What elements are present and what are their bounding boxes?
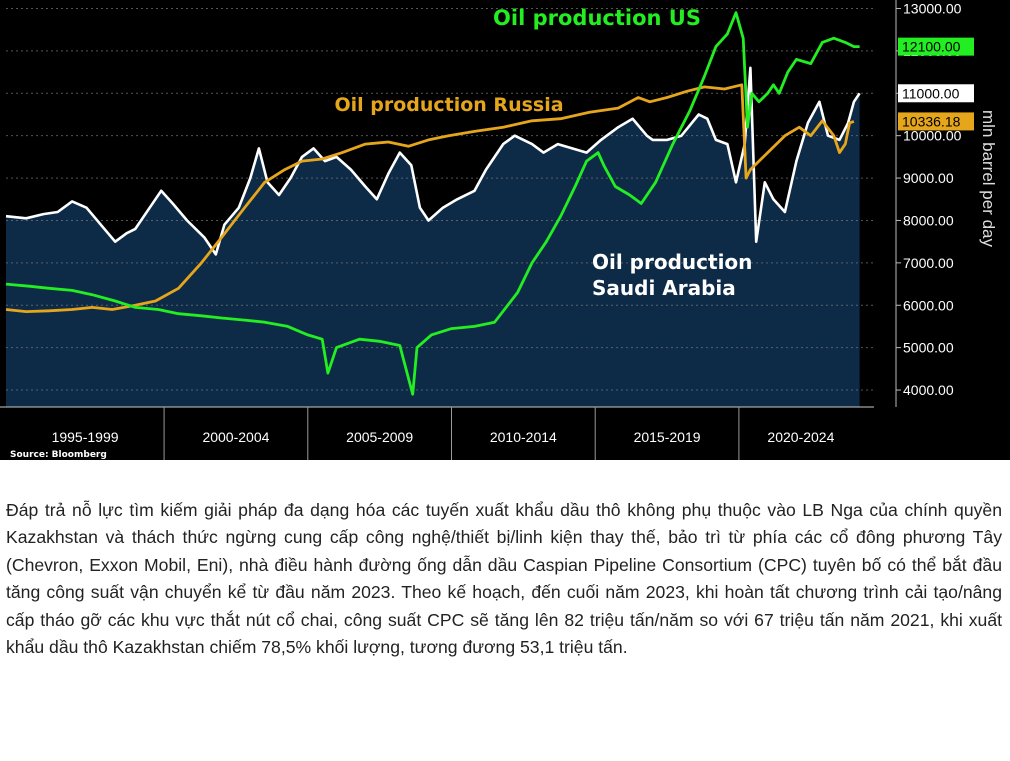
series-line-us bbox=[5, 11, 860, 396]
y-tick-label: 7000.00 bbox=[903, 255, 954, 271]
article-paragraph: Đáp trả nỗ lực tìm kiếm giải pháp đa dạn… bbox=[6, 500, 1002, 658]
y-tick-label: 13000.00 bbox=[903, 0, 962, 16]
chart-source: Source: Bloomberg bbox=[10, 450, 107, 460]
y-axis-label: mln barrel per day bbox=[979, 110, 998, 248]
last-value-label-russia: 10336.18 bbox=[902, 113, 961, 129]
last-value-label-saudi-arabia: 11000.00 bbox=[902, 85, 960, 101]
annotation-russia: Oil production Russia bbox=[334, 94, 563, 116]
last-value-box-saudi-arabia bbox=[898, 84, 974, 103]
series-area-saudi-arabia bbox=[6, 67, 860, 408]
y-tick-label: 10000.00 bbox=[903, 128, 962, 144]
series-line-russia bbox=[5, 83, 855, 313]
x-tick-label: 2005-2009 bbox=[346, 429, 413, 445]
x-tick-label: 2020-2024 bbox=[767, 429, 834, 445]
x-tick-label: 2015-2019 bbox=[634, 429, 701, 445]
chart-canvas: Oil production US Oil production Russia … bbox=[0, 0, 998, 460]
x-tick-label: 2000-2004 bbox=[202, 429, 269, 445]
x-tick-label: 2010-2014 bbox=[490, 429, 557, 445]
y-tick-label: 8000.00 bbox=[903, 212, 954, 228]
last-value-box-russia bbox=[898, 112, 974, 131]
last-value-box-us bbox=[898, 37, 974, 56]
annotation-saudi-line1: Oil production bbox=[592, 250, 752, 274]
x-tick-label: 1995-1999 bbox=[52, 429, 119, 445]
last-value-label-us: 12100.00 bbox=[902, 39, 961, 55]
annotation-saudi-line2: Saudi Arabia bbox=[592, 276, 736, 300]
oil-production-chart: Oil production US Oil production Russia … bbox=[0, 0, 1010, 460]
y-tick-label: 9000.00 bbox=[903, 170, 954, 186]
annotation-us: Oil production US bbox=[493, 6, 701, 30]
y-tick-label: 5000.00 bbox=[903, 340, 954, 356]
y-tick-label: 6000.00 bbox=[903, 297, 954, 313]
y-tick-label: 4000.00 bbox=[903, 382, 954, 398]
